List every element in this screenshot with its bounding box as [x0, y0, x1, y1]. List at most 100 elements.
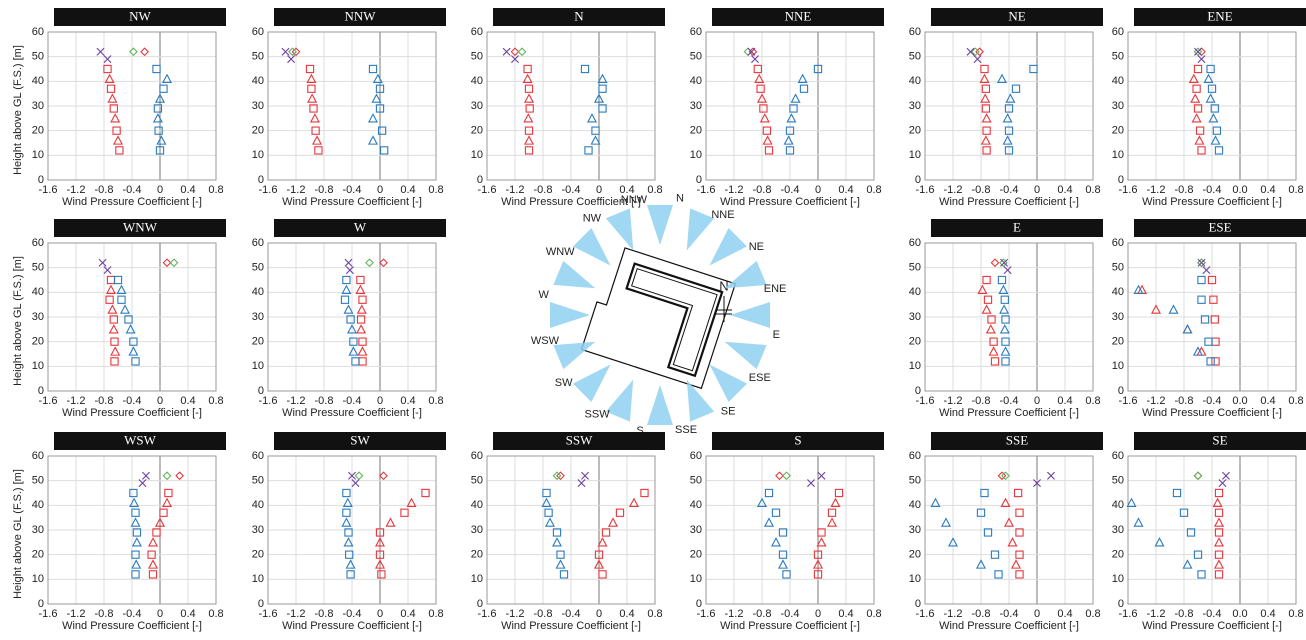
y-tick-label: 40 — [32, 499, 44, 511]
x-tick-label: 0.4 — [400, 608, 415, 620]
panel-title: SSE — [1006, 432, 1028, 447]
point-square — [765, 147, 772, 154]
point-diamond — [1194, 472, 1201, 479]
point-triangle — [1001, 347, 1009, 355]
x-tick-label: 0 — [596, 608, 602, 620]
panel-title: NNW — [344, 8, 376, 23]
x-tick-label: 0.4 — [1260, 608, 1275, 620]
y-tick-label: 50 — [32, 51, 44, 63]
point-triangle — [765, 519, 773, 527]
point-triangle — [357, 325, 365, 333]
point-square — [114, 276, 121, 283]
y-tick-label: 10 — [471, 149, 483, 161]
x-tick-label: -0.4 — [1000, 608, 1019, 620]
y-tick-label: 50 — [252, 262, 264, 274]
point-triangle — [386, 519, 394, 527]
point-diamond — [163, 259, 170, 266]
x-tick-label: -0.4 — [781, 184, 800, 196]
point-triangle — [121, 306, 129, 314]
x-axis-label: Wind Pressure Coefficient [-] — [1142, 620, 1282, 632]
y-tick-label: 20 — [32, 125, 44, 137]
point-triangle — [1008, 538, 1016, 546]
point-square — [765, 489, 772, 496]
x-tick-label: -0.4 — [1000, 395, 1019, 407]
panel: W-1.6-1.2-0.8-0.400.40.80102030405060Win… — [252, 219, 446, 419]
y-tick-label: 40 — [690, 499, 702, 511]
y-tick-label: 20 — [909, 125, 921, 137]
point-square — [800, 85, 807, 92]
y-tick-label: 20 — [252, 336, 264, 348]
x-tick-label: 0.4 — [1260, 184, 1275, 196]
x-tick-label: -0.8 — [972, 184, 991, 196]
point-triangle — [1215, 560, 1223, 568]
point-triangle — [131, 519, 139, 527]
y-tick-label: 0 — [258, 598, 264, 610]
point-cross — [818, 472, 825, 479]
wind-arrow — [553, 342, 595, 369]
x-tick-label: -0.4 — [343, 184, 362, 196]
y-tick-label: 20 — [471, 549, 483, 561]
point-square — [1194, 65, 1201, 72]
x-tick-label: -1.2 — [506, 608, 525, 620]
panel-title: SE — [1212, 432, 1227, 447]
y-tick-label: 30 — [471, 100, 483, 112]
direction-label: ENE — [764, 283, 787, 295]
point-cross — [345, 259, 352, 266]
point-square — [1198, 147, 1205, 154]
y-tick-label: 0 — [915, 385, 921, 397]
y-tick-label: 0 — [477, 598, 483, 610]
point-triangle — [313, 136, 321, 144]
y-tick-label: 30 — [1112, 311, 1124, 323]
x-tick-label: 0.4 — [838, 184, 853, 196]
point-triangle — [149, 560, 157, 568]
y-tick-label: 0 — [38, 385, 44, 397]
point-cross — [581, 472, 588, 479]
y-tick-label: 40 — [909, 499, 921, 511]
y-tick-label: 30 — [690, 524, 702, 536]
direction-label: NW — [583, 213, 602, 225]
x-tick-label: 0 — [596, 184, 602, 196]
point-square — [160, 85, 167, 92]
x-tick-label: 0.4 — [619, 608, 634, 620]
x-tick-label: -1.2 — [944, 608, 963, 620]
direction-label: WSW — [531, 335, 560, 347]
point-triangle — [127, 325, 135, 333]
point-triangle — [358, 347, 366, 355]
point-triangle — [358, 306, 366, 314]
x-tick-label: -1.2 — [725, 184, 744, 196]
x-tick-label: 0 — [377, 184, 383, 196]
point-square — [981, 489, 988, 496]
point-square — [308, 85, 315, 92]
x-tick-label: -0.8 — [1175, 184, 1194, 196]
point-square — [560, 571, 567, 578]
x-tick-label: -1.2 — [506, 184, 525, 196]
x-tick-label: 0.8 — [428, 608, 443, 620]
point-square — [754, 65, 761, 72]
y-tick-label: 50 — [32, 262, 44, 274]
panel-title: SW — [350, 432, 370, 447]
point-triangle — [1134, 519, 1142, 527]
point-diamond — [141, 48, 148, 55]
y-tick-label: 0 — [477, 174, 483, 186]
wind-arrow — [550, 302, 590, 328]
point-square — [106, 296, 113, 303]
point-square — [132, 358, 139, 365]
x-tick-label: 0.8 — [866, 608, 881, 620]
point-triangle — [524, 114, 532, 122]
y-tick-label: 50 — [909, 51, 921, 63]
point-cross — [97, 48, 104, 55]
y-tick-label: 10 — [909, 360, 921, 372]
y-tick-label: 10 — [32, 149, 44, 161]
point-triangle — [349, 347, 357, 355]
y-tick-label: 50 — [1112, 262, 1124, 274]
panel: NNE-1.6-1.2-0.8-0.400.40.80102030405060W… — [690, 8, 884, 208]
point-cross — [967, 48, 974, 55]
point-cross — [503, 48, 510, 55]
x-tick-label: -1.2 — [1147, 395, 1166, 407]
x-tick-label: -1.2 — [1147, 608, 1166, 620]
point-triangle — [553, 538, 561, 546]
point-square — [343, 489, 350, 496]
y-tick-label: 30 — [1112, 524, 1124, 536]
panel-title: ESE — [1208, 219, 1231, 234]
